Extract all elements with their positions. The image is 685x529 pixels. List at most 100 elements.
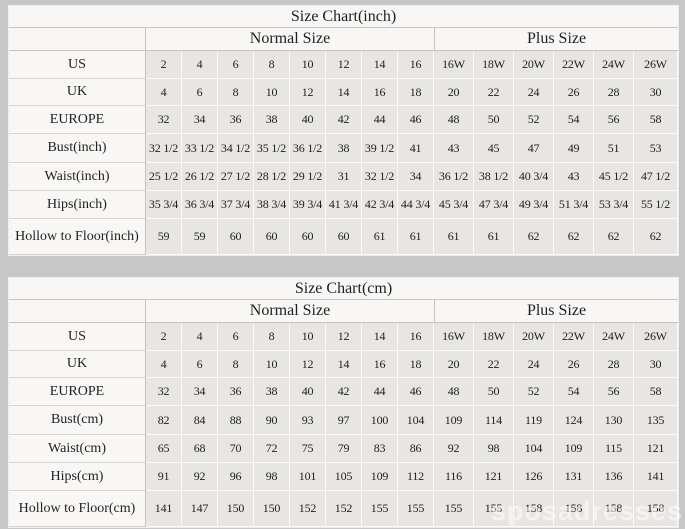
size-value: 61 [362, 219, 398, 255]
size-value: 62 [514, 219, 554, 255]
size-value: 42 [326, 378, 362, 406]
size-value: 4 [182, 323, 218, 351]
size-value: 47 1/2 [634, 163, 679, 191]
size-value: 35 3/4 [146, 191, 182, 219]
row-label: Waist(inch) [9, 163, 146, 191]
size-value: 26 [554, 351, 594, 378]
size-value: 39 3/4 [290, 191, 326, 219]
column-group-header: Normal Size [146, 300, 434, 323]
size-value: 24 [514, 79, 554, 106]
size-table-inch: Size Chart(inch) Normal Size Plus Size US 2 4… [8, 5, 680, 256]
size-value: 6 [182, 79, 218, 106]
size-value: 150 [254, 491, 290, 527]
size-value: 8 [218, 351, 254, 378]
size-value: 47 [514, 134, 554, 163]
size-value: 26 1/2 [182, 163, 218, 191]
size-value: 60 [218, 219, 254, 255]
row-label: Bust(inch) [9, 134, 146, 163]
row-label: Waist(cm) [9, 435, 146, 463]
size-value: 46 [398, 378, 434, 406]
size-value: 98 [474, 435, 514, 463]
size-value: 114 [474, 406, 514, 435]
size-value: 16 [398, 323, 434, 351]
size-value: 130 [594, 406, 634, 435]
size-value: 49 [554, 134, 594, 163]
size-value: 152 [290, 491, 326, 527]
size-value: 158 [634, 491, 679, 527]
size-table-cm: Size Chart(cm) Normal Size Plus Size US 2 4 6 8… [8, 277, 680, 528]
size-value: 22W [554, 51, 594, 79]
size-value: 98 [254, 463, 290, 491]
row-label: Hollow to Floor(inch) [9, 219, 146, 255]
size-value: 44 [362, 378, 398, 406]
size-value: 36 1/2 [434, 163, 474, 191]
size-value: 4 [182, 51, 218, 79]
size-value: 44 3/4 [398, 191, 434, 219]
size-value: 35 1/2 [254, 134, 290, 163]
table-row: Hips(cm) 91 92 96 98 101 105 109 112 116 121 126 131… [9, 463, 679, 491]
size-value: 62 [554, 219, 594, 255]
size-value: 4 [146, 79, 182, 106]
size-value: 30 [634, 79, 679, 106]
size-value: 45 [474, 134, 514, 163]
size-value: 155 [362, 491, 398, 527]
size-value: 36 [218, 378, 254, 406]
size-value: 28 1/2 [254, 163, 290, 191]
table-title: Size Chart(cm) [9, 278, 679, 300]
size-value: 12 [326, 51, 362, 79]
table-row: Hollow to Floor(inch) 59 59 60 60 60 60 61 61 61 6… [9, 219, 679, 255]
size-value: 16 [398, 51, 434, 79]
column-group-header: Plus Size [434, 28, 679, 51]
size-value: 40 [290, 106, 326, 134]
corner-cell [9, 300, 146, 323]
size-value: 58 [634, 106, 679, 134]
size-value: 24W [594, 323, 634, 351]
size-value: 100 [362, 406, 398, 435]
size-value: 10 [254, 79, 290, 106]
size-value: 14 [326, 79, 362, 106]
size-value: 31 [326, 163, 362, 191]
size-value: 51 3/4 [554, 191, 594, 219]
size-value: 158 [554, 491, 594, 527]
size-value: 121 [474, 463, 514, 491]
size-value: 24W [594, 51, 634, 79]
row-label: Hips(inch) [9, 191, 146, 219]
size-value: 158 [514, 491, 554, 527]
size-value: 47 3/4 [474, 191, 514, 219]
size-value: 20W [514, 51, 554, 79]
row-label: UK [9, 79, 146, 106]
size-value: 101 [290, 463, 326, 491]
size-value: 10 [254, 351, 290, 378]
size-value: 34 [398, 163, 434, 191]
size-value: 34 [182, 106, 218, 134]
size-value: 22W [554, 323, 594, 351]
size-value: 54 [554, 378, 594, 406]
table-title: Size Chart(inch) [9, 6, 679, 28]
size-value: 6 [182, 351, 218, 378]
size-value: 141 [146, 491, 182, 527]
size-value: 36 1/2 [290, 134, 326, 163]
size-value: 109 [554, 435, 594, 463]
size-value: 32 1/2 [362, 163, 398, 191]
size-value: 62 [634, 219, 679, 255]
size-value: 38 1/2 [474, 163, 514, 191]
size-value: 18 [398, 351, 434, 378]
size-value: 8 [254, 323, 290, 351]
size-value: 29 1/2 [290, 163, 326, 191]
table-row: Bust(inch) 32 1/2 33 1/2 34 1/2 35 1/2 36 1/2… [9, 134, 679, 163]
size-value: 16 [362, 351, 398, 378]
size-value: 109 [434, 406, 474, 435]
size-value: 6 [218, 323, 254, 351]
size-value: 25 1/2 [146, 163, 182, 191]
size-value: 38 3/4 [254, 191, 290, 219]
size-value: 90 [254, 406, 290, 435]
size-value: 104 [514, 435, 554, 463]
size-value: 60 [326, 219, 362, 255]
size-value: 155 [434, 491, 474, 527]
size-value: 52 [514, 106, 554, 134]
size-value: 136 [594, 463, 634, 491]
size-value: 10 [290, 51, 326, 79]
row-label: US [9, 51, 146, 79]
size-value: 92 [434, 435, 474, 463]
